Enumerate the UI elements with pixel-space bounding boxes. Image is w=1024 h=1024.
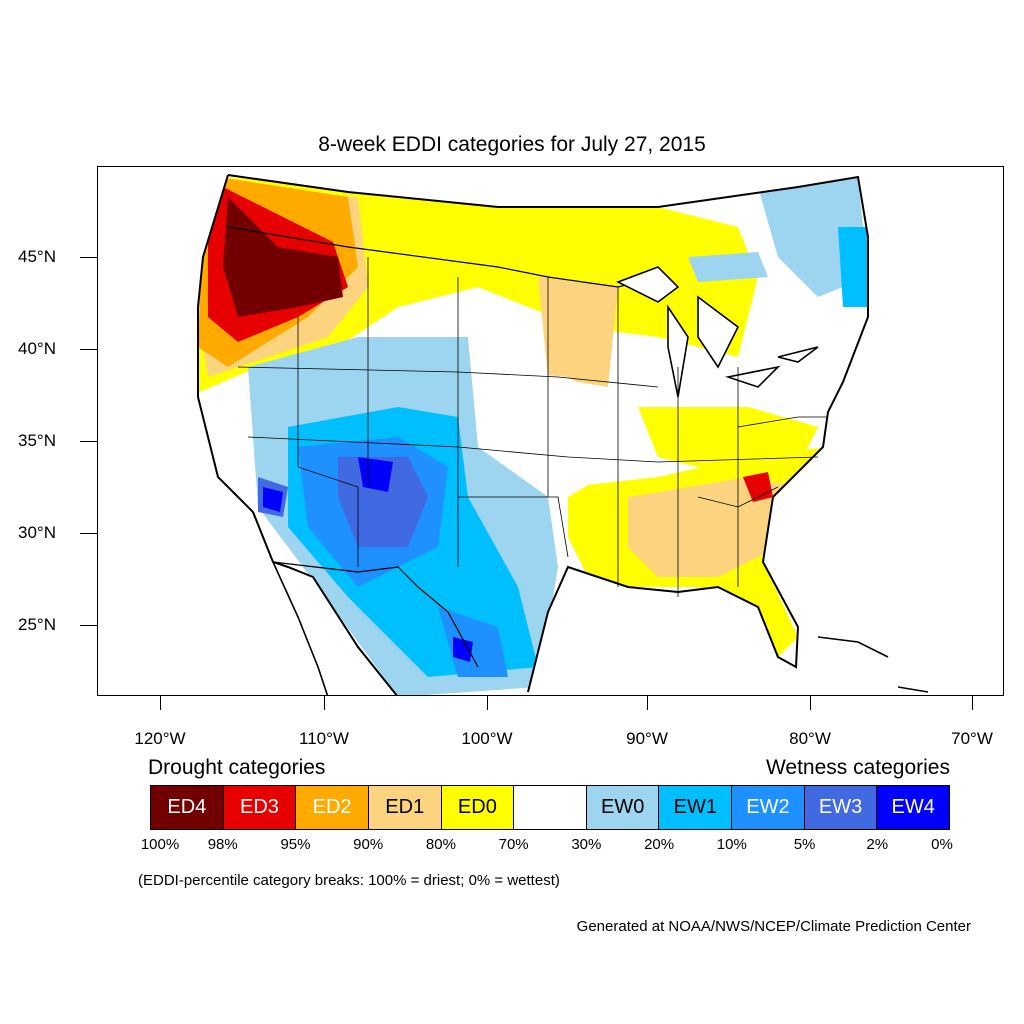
lon-label: 110°W: [299, 729, 349, 748]
percentile-label: 95%: [280, 836, 311, 853]
lon-tick: [160, 696, 161, 710]
lat-label: 35°N: [18, 431, 56, 450]
percentile-label: 10%: [716, 836, 747, 853]
ew4-texas: [453, 637, 473, 662]
legend-swatch-ed0: ED0: [441, 786, 515, 829]
lon-tick: [972, 696, 973, 710]
credit-line: Generated at NOAA/NWS/NCEP/Climate Predi…: [576, 918, 971, 935]
map-title: 8-week EDDI categories for July 27, 2015: [318, 133, 706, 156]
ed4-northwest: [223, 197, 343, 317]
ew4-utah: [358, 457, 393, 492]
percentile-label: 0%: [931, 836, 953, 853]
ed1-southeast: [628, 477, 798, 577]
lat-label: 30°N: [18, 523, 56, 542]
ew1-northeast: [838, 227, 868, 307]
percentile-label: 98%: [207, 836, 238, 853]
ed1-plains: [538, 277, 618, 387]
lat-label: 25°N: [18, 615, 56, 634]
wetness-heading: Wetness categories: [765, 756, 950, 779]
percentile-label: 70%: [498, 836, 529, 853]
legend-swatch-ed2: ED2: [296, 786, 369, 829]
legend-swatch-ed4: ED4: [151, 786, 224, 829]
ed0-ohio: [638, 407, 818, 467]
lon-tick: [810, 696, 811, 710]
percentile-label: 100%: [140, 836, 180, 853]
legend-swatch-ew4: EW4: [877, 786, 950, 829]
lon-tick: [324, 696, 325, 710]
ed3-carolina: [743, 472, 773, 502]
legend-swatch-ew3: EW3: [804, 786, 878, 829]
lat-tick: [80, 533, 97, 534]
legend-swatch-neutral: [514, 786, 587, 829]
legend-swatch-ed1: ED1: [368, 786, 442, 829]
legend-colorbar: ED4 ED3 ED2 ED1 ED0 EW0 EW1 EW2 EW3 EW4: [150, 785, 950, 830]
lon-tick: [487, 696, 488, 710]
lat-tick: [80, 257, 97, 258]
legend-swatch-ew1: EW1: [659, 786, 733, 829]
mexico-border: [272, 561, 479, 668]
coastline: [197, 174, 869, 695]
ew0-northplains: [688, 252, 768, 282]
percentile-label: 30%: [571, 836, 602, 853]
lon-label: 100°W: [461, 729, 513, 748]
ew4-nevada: [263, 487, 283, 512]
state-lines: [237, 257, 828, 597]
percentile-label: 80%: [425, 836, 456, 853]
ew3-southwest: [338, 457, 428, 547]
legend-swatch-ed3: ED3: [223, 786, 297, 829]
legend-swatch-ew2: EW2: [732, 786, 805, 829]
lon-label: 70°W: [951, 729, 993, 748]
drought-heading: Drought categories: [148, 756, 326, 779]
lon-tick: [647, 696, 648, 710]
percentile-label: 5%: [793, 836, 816, 853]
edid-map: [197, 174, 929, 695]
lat-tick: [80, 441, 97, 442]
lat-label: 40°N: [18, 339, 56, 358]
breaks-note: (EDDI-percentile category breaks: 100% =…: [138, 872, 560, 889]
percentile-label: 90%: [353, 836, 384, 853]
lat-tick: [80, 625, 97, 626]
percentile-label: 2%: [866, 836, 889, 853]
lat-tick: [80, 349, 97, 350]
lon-label: 120°W: [134, 729, 186, 748]
lat-label: 45°N: [18, 247, 56, 266]
lon-label: 90°W: [626, 729, 668, 748]
map-frame: [97, 166, 1004, 696]
caribbean-islands: [817, 636, 929, 693]
lon-label: 80°W: [789, 729, 831, 748]
baja: [272, 561, 329, 695]
legend-swatch-ew0: EW0: [586, 786, 660, 829]
percentile-label: 20%: [644, 836, 675, 853]
